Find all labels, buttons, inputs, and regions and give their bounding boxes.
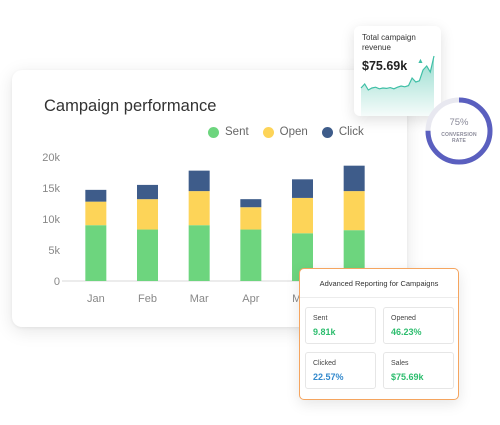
revenue-label: Total campaign revenue	[362, 33, 416, 52]
campaign-performance-card: 05k10k15k20kJanFebMarAprMayJun Campaign …	[12, 70, 407, 327]
bar-click	[292, 179, 313, 198]
bar-sent	[85, 225, 107, 281]
revenue-value: $75.69k	[362, 59, 408, 73]
advanced-reporting-card: Advanced Reporting for Campaigns Sent 9.…	[299, 268, 459, 400]
campaign-bar-chart: 05k10k15k20kJanFebMarAprMayJun	[42, 152, 380, 305]
x-tick-label: Apr	[242, 293, 259, 305]
legend-item-sent[interactable]: Sent	[208, 126, 249, 138]
legend-label-sent: Sent	[225, 126, 249, 138]
report-title: Advanced Reporting for Campaigns	[319, 279, 439, 288]
stat-sales[interactable]: Sales $75.69k	[383, 352, 454, 389]
y-tick-label: 15k	[42, 183, 60, 195]
stat-clicked[interactable]: Clicked 22.57%	[305, 352, 376, 389]
stat-sent-value: 9.81k	[313, 327, 336, 337]
up-arrow-icon: ▲	[417, 58, 424, 65]
y-tick-label: 10k	[42, 214, 60, 226]
y-tick-label: 0	[54, 276, 60, 288]
x-tick-label: Jan	[87, 293, 105, 305]
bar-sent	[188, 225, 210, 281]
gauge-ring	[425, 97, 493, 165]
stat-sent[interactable]: Sent 9.81k	[305, 307, 376, 344]
conversion-label: CONVERSION RATE	[424, 132, 494, 144]
stat-clicked-value: 22.57%	[313, 372, 344, 382]
stat-opened[interactable]: Opened 46.23%	[383, 307, 454, 344]
chart-legend: Sent Open Click	[208, 126, 364, 138]
legend-item-click[interactable]: Click	[321, 126, 364, 138]
x-tick-label: Mar	[190, 293, 209, 305]
bar-open	[343, 191, 365, 231]
report-divider	[300, 297, 458, 298]
total-revenue-card: Total campaign revenue $75.69k ▲	[354, 26, 441, 116]
bar-click	[137, 184, 158, 200]
y-tick-label: 20k	[42, 152, 60, 164]
bar-click	[85, 189, 107, 202]
bar-open	[85, 201, 107, 226]
conversion-rate-gauge: 75% CONVERSION RATE	[424, 96, 494, 166]
conversion-label-line1: CONVERSION	[441, 132, 477, 138]
bar-open	[188, 191, 210, 226]
conversion-percent: 75%	[449, 117, 469, 128]
legend-dot-open	[262, 126, 274, 138]
conversion-label-line2: RATE	[451, 138, 467, 144]
revenue-sparkline	[360, 55, 435, 116]
chart-title: Campaign performance	[44, 97, 217, 115]
bar-open	[137, 199, 158, 230]
legend-item-open[interactable]: Open	[262, 126, 308, 138]
legend-label-click: Click	[338, 126, 364, 138]
stat-sales-label: Sales	[391, 360, 409, 367]
stat-sales-value: $75.69k	[391, 372, 424, 382]
bar-click	[343, 165, 365, 192]
gauge-arc	[425, 97, 493, 165]
legend-label-open: Open	[279, 126, 308, 138]
sparkline-line	[360, 55, 435, 91]
stat-opened-value: 46.23%	[391, 327, 422, 337]
bar-sent	[240, 229, 262, 281]
bar-click	[188, 170, 210, 192]
legend-dot-click	[321, 126, 333, 138]
bar-sent	[137, 229, 158, 281]
stat-clicked-label: Clicked	[313, 360, 336, 367]
bar-click	[240, 199, 262, 208]
stat-opened-label: Opened	[391, 315, 416, 322]
y-tick-label: 5k	[48, 245, 60, 257]
x-tick-label: Feb	[138, 293, 157, 305]
bar-open	[292, 197, 313, 234]
stat-sent-label: Sent	[313, 315, 328, 322]
sparkline-area	[361, 56, 434, 116]
bar-open	[240, 207, 262, 230]
legend-dot-sent	[208, 126, 219, 138]
